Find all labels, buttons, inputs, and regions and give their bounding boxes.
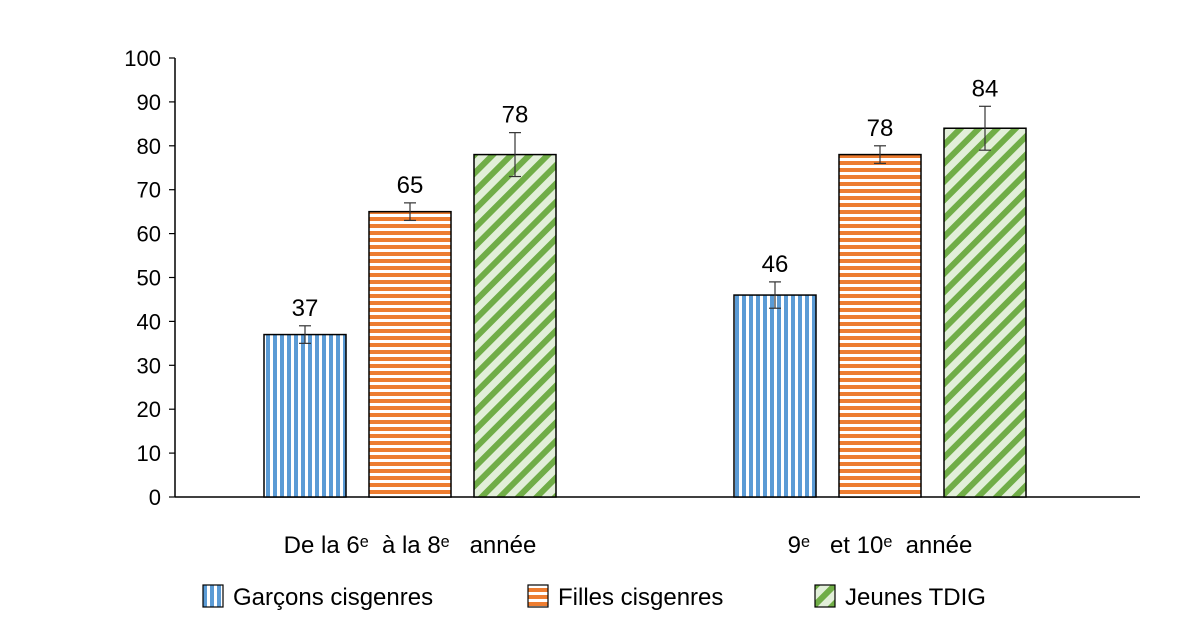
y-tick-label: 70 bbox=[137, 178, 161, 203]
data-label: 46 bbox=[762, 251, 789, 278]
y-tick-label: 10 bbox=[137, 441, 161, 466]
bars bbox=[263, 105, 1027, 498]
data-label: 78 bbox=[867, 115, 894, 142]
bar bbox=[733, 294, 817, 498]
legend-label: Garçons cisgenres bbox=[233, 584, 433, 611]
bar bbox=[263, 333, 347, 498]
bar bbox=[838, 153, 922, 498]
legend-label: Filles cisgenres bbox=[558, 584, 723, 611]
category-label: De la 6ᵉ à la 8ᵉ année bbox=[284, 532, 537, 559]
y-tick-label: 0 bbox=[149, 485, 161, 510]
y-tick-label: 80 bbox=[137, 134, 161, 159]
data-label: 78 bbox=[502, 102, 529, 129]
bar bbox=[473, 153, 557, 498]
data-label: 37 bbox=[292, 295, 319, 322]
legend-swatch bbox=[814, 584, 836, 608]
data-label: 65 bbox=[397, 172, 424, 199]
category-label: 9ᵉ et 10ᵉ année bbox=[788, 532, 973, 559]
y-tick-label: 60 bbox=[137, 222, 161, 247]
y-tick-label: 50 bbox=[137, 266, 161, 291]
data-labels: 37 65 78 De la 6ᵉ à la 8ᵉ année 46 78 84 9ᵉ et … bbox=[284, 75, 999, 559]
bar bbox=[368, 210, 452, 498]
data-label: 84 bbox=[972, 75, 999, 102]
legend-label: Jeunes TDIG bbox=[845, 584, 986, 611]
legend-swatch bbox=[202, 584, 224, 608]
bar bbox=[943, 127, 1027, 498]
y-tick-label: 40 bbox=[137, 309, 161, 334]
y-tick-label: 90 bbox=[137, 90, 161, 115]
y-tick-label: 100 bbox=[124, 46, 161, 71]
y-tick-label: 30 bbox=[137, 353, 161, 378]
legend: Garçons cisgenres Filles cisgenres Jeunes … bbox=[202, 584, 986, 611]
legend-swatch bbox=[527, 584, 549, 608]
y-tick-label: 20 bbox=[137, 397, 161, 422]
